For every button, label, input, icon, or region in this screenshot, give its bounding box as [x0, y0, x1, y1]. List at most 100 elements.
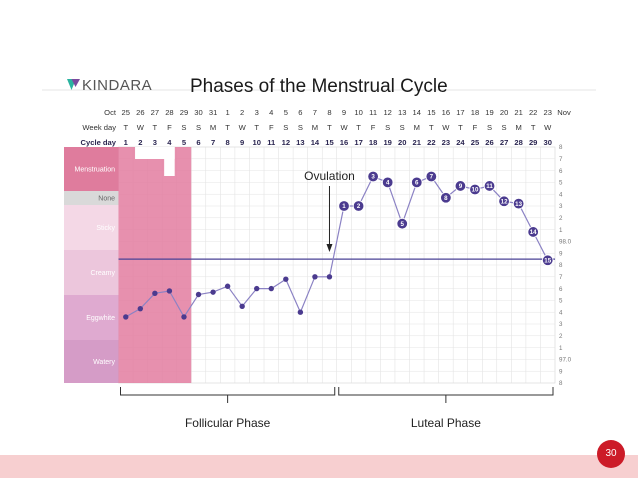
- temperature-point-label: 15: [544, 257, 551, 264]
- header-weekday: S: [400, 123, 405, 132]
- header-weekday: T: [254, 123, 259, 132]
- header-date: 2: [240, 108, 244, 117]
- header-weekday: T: [225, 123, 230, 132]
- header-weekday: M: [414, 123, 420, 132]
- temperature-tick-label: 5: [559, 180, 563, 187]
- header-cycle-day: 24: [456, 138, 465, 147]
- temperature-point-numbered: [367, 170, 379, 183]
- phase-label: Follicular Phase: [185, 416, 271, 430]
- header-weekday: T: [153, 123, 158, 132]
- header-cycle-day: 16: [340, 138, 348, 147]
- temperature-tick-label: 6: [559, 286, 563, 293]
- header-cycle-day: 7: [211, 138, 215, 147]
- temperature-tick-label: 2: [559, 215, 563, 222]
- header-cycle-day: 30: [543, 138, 551, 147]
- temperature-point: [210, 289, 216, 295]
- temperature-point-numbered: [381, 176, 394, 189]
- fluid-row-creamy: [64, 250, 119, 295]
- header-date: 18: [471, 108, 479, 117]
- header-date: 4: [269, 108, 273, 117]
- header-cycle-day: 27: [500, 138, 508, 147]
- kindara-logo: KINDARA: [67, 77, 152, 94]
- footer-band: [0, 455, 638, 478]
- header-date: 16: [442, 108, 450, 117]
- header-date: 31: [209, 108, 217, 117]
- header-weekday: M: [312, 123, 318, 132]
- fluid-row-label: Creamy: [90, 270, 115, 277]
- temperature-tick-label: 1: [559, 345, 563, 352]
- fluid-row-eggwhite: [64, 295, 119, 340]
- temperature-point-label: 4: [386, 180, 390, 187]
- ovulation-label: Ovulation: [304, 169, 355, 183]
- header-cycle-day: 4: [167, 138, 172, 147]
- header-date: 25: [122, 108, 130, 117]
- fluid-row-label: Eggwhite: [86, 315, 115, 322]
- temperature-point: [195, 291, 202, 298]
- temperature-point-label: 9: [459, 183, 463, 190]
- header-cycle-day: 8: [226, 138, 230, 147]
- header-weekday: M: [515, 123, 521, 132]
- fluid-row-label: None: [98, 196, 115, 203]
- header-weekday: M: [210, 123, 216, 132]
- temperature-point-label: 14: [530, 229, 537, 236]
- fluid-row-sticky: [64, 205, 119, 250]
- phase-brackets: Follicular Phase Luteal Phase: [120, 387, 554, 430]
- header-date: 6: [298, 108, 302, 117]
- header-cycle-day: 18: [369, 138, 377, 147]
- header-cycle-day: 23: [442, 138, 450, 147]
- header-cycle-day: 26: [485, 138, 493, 147]
- annotations: Ovulation: [304, 169, 355, 252]
- header-date: 3: [255, 108, 259, 117]
- flow-notch: [164, 147, 175, 176]
- header-cycle-day: 13: [296, 138, 304, 147]
- temperature-point: [166, 288, 173, 294]
- header-cycle-day: 17: [354, 138, 362, 147]
- temperature-point-label: 5: [400, 221, 404, 228]
- header-weekday: S: [298, 123, 303, 132]
- header-cycle-day: 25: [471, 138, 480, 147]
- header-weekday: F: [371, 123, 376, 132]
- header-date: 17: [456, 108, 464, 117]
- header-label: Week day: [82, 123, 116, 132]
- header-weekday: W: [442, 123, 450, 132]
- temperature-point-label: 1: [342, 203, 346, 210]
- temperature-point-label: 11: [486, 183, 493, 190]
- temperature-point-numbered: [352, 200, 365, 212]
- header-cycle-day: 22: [427, 138, 435, 147]
- header-cycle-day: 6: [196, 138, 200, 147]
- temperature-tick-label: 9: [559, 250, 563, 257]
- temperature-point-numbered: [527, 226, 539, 238]
- header-cycle-day: 29: [529, 138, 537, 147]
- header-date: 27: [151, 108, 159, 117]
- header-weekday: S: [181, 123, 186, 132]
- temperature-point-label: 10: [472, 187, 479, 194]
- phase-bracket: [120, 387, 336, 396]
- temperature-point-numbered: [498, 195, 510, 207]
- temperature-tick-label: 9: [559, 368, 563, 375]
- temperature-point-numbered: [512, 197, 525, 210]
- temperature-point-numbered: [440, 192, 452, 204]
- temperature-point-numbered: [338, 200, 350, 212]
- temperature-tick-label: 98.0: [559, 239, 572, 246]
- header-date: 9: [342, 108, 346, 117]
- header-date: 1: [226, 108, 230, 117]
- logo-mark-icon-accent: [71, 79, 80, 87]
- header-date: 8: [327, 108, 331, 117]
- header-date: 23: [543, 108, 551, 117]
- header-date: 10: [354, 108, 362, 117]
- fluid-row-label: Watery: [93, 359, 115, 366]
- temperature-point-label: 3: [371, 174, 375, 181]
- logo-text: KINDARA: [82, 77, 152, 94]
- header-weekday: S: [502, 123, 507, 132]
- temperature-point: [137, 305, 144, 312]
- temperature-tick-label: 7: [559, 274, 563, 281]
- temperature-point-numbered: [396, 217, 408, 230]
- header-weekday: T: [429, 123, 434, 132]
- fluid-row-none: [64, 191, 119, 205]
- page-number-badge: 30: [597, 440, 625, 468]
- header-cycle-day: 11: [267, 138, 276, 147]
- temperature-point: [254, 285, 260, 292]
- header-date: 12: [383, 108, 391, 117]
- temperature-tick-label: 7: [559, 156, 563, 163]
